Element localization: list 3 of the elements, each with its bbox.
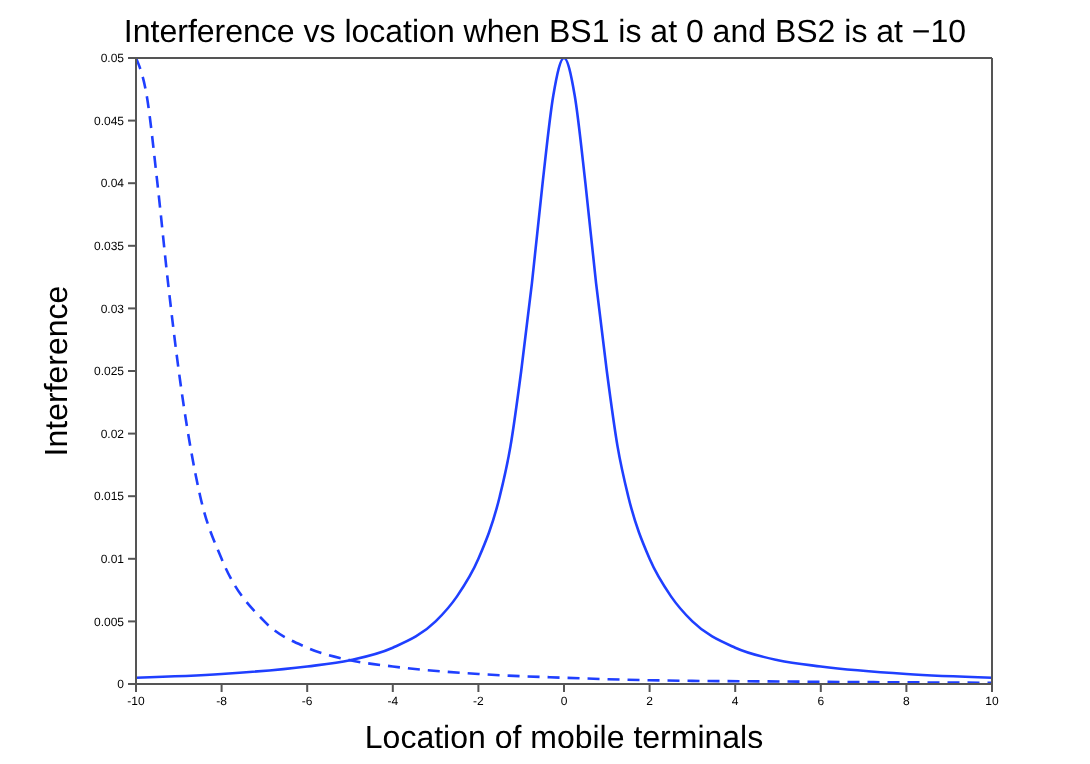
y-axis-title: Interference bbox=[41, 285, 76, 457]
x-axis-title: Location of mobile terminals bbox=[364, 722, 764, 756]
chart-title: Interference vs location when BS1 is at 0 and BS2 is at −10 bbox=[121, 16, 969, 52]
